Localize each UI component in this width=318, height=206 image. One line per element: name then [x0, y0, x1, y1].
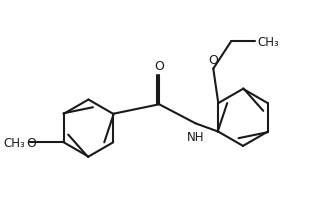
Text: O: O	[154, 60, 164, 73]
Text: CH₃: CH₃	[258, 36, 280, 49]
Text: O: O	[26, 136, 36, 149]
Text: O: O	[208, 54, 218, 67]
Text: NH: NH	[187, 130, 205, 143]
Text: CH₃: CH₃	[3, 136, 25, 149]
